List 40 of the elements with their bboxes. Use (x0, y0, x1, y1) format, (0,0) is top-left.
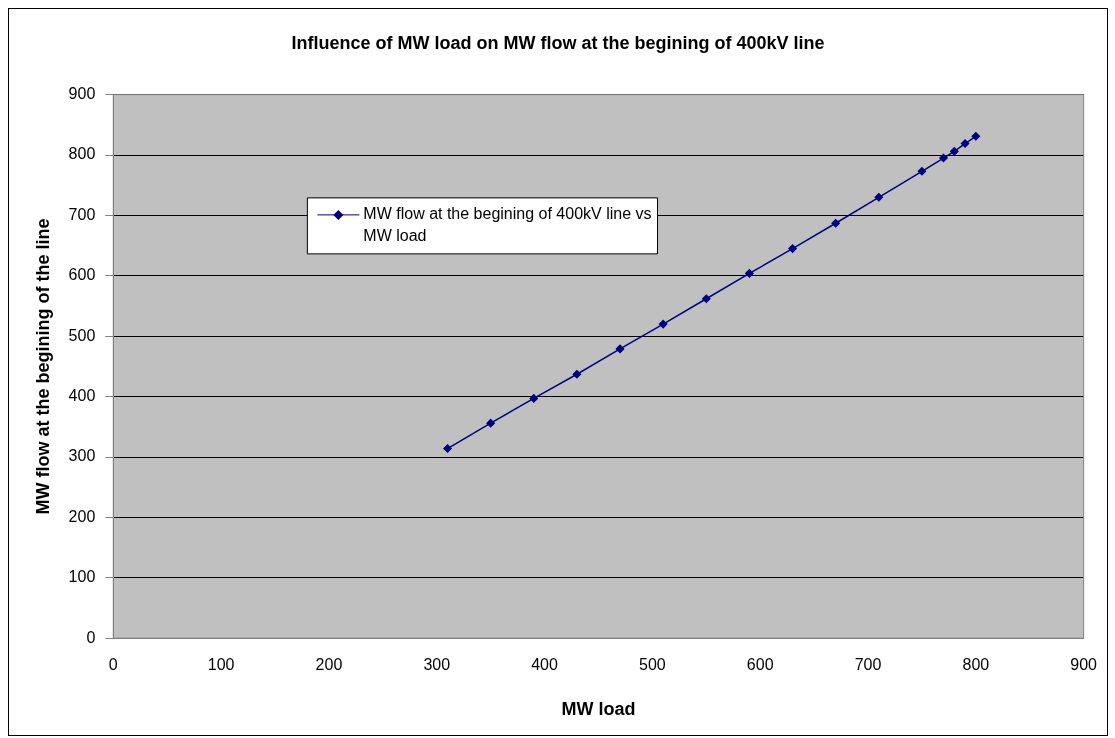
x-axis-title: MW load (561, 699, 636, 720)
y-tick-label: 400 (68, 387, 96, 405)
point (939, 153, 948, 163)
y-tick-label: 700 (68, 205, 96, 223)
x-tick-label: 400 (531, 656, 559, 674)
legend-label: MW flow at the begining of 400kV line vs MW load (363, 205, 652, 245)
point (572, 370, 582, 379)
x-tick-label: 800 (962, 656, 990, 674)
y-tick-label: 0 (86, 628, 96, 646)
point (658, 319, 668, 329)
y-tick-label: 800 (68, 145, 96, 163)
point (529, 394, 539, 403)
point (443, 444, 452, 453)
point (788, 244, 797, 253)
x-tick-label: 600 (746, 656, 774, 674)
x-tick-label: 900 (1070, 656, 1098, 674)
point (615, 344, 625, 354)
point (874, 193, 884, 202)
x-tick-label: 300 (423, 656, 451, 674)
point (917, 167, 927, 176)
x-tick-label: 100 (207, 656, 235, 674)
y-tick-label: 300 (68, 447, 96, 465)
point (486, 418, 495, 428)
y-tick-label: 900 (68, 85, 96, 103)
y-axis-title: MW flow at the begining of the line (32, 218, 53, 515)
y-tick-label: 600 (68, 266, 96, 284)
point (831, 219, 840, 228)
point (971, 132, 981, 141)
x-tick-label: 500 (639, 656, 666, 674)
y-tick-label: 200 (68, 507, 96, 525)
point (960, 139, 970, 148)
x-tick-label: 200 (315, 656, 343, 674)
point (702, 294, 711, 303)
y-tick-label: 100 (68, 568, 96, 586)
chart-title: Influence of MW load on MW flow at the begining of 400kV line (291, 32, 825, 53)
point (950, 147, 959, 156)
x-tick-label: 700 (854, 656, 882, 674)
x-tick-label: 0 (108, 656, 118, 674)
y-tick-label: 500 (68, 326, 96, 344)
point (745, 269, 754, 278)
